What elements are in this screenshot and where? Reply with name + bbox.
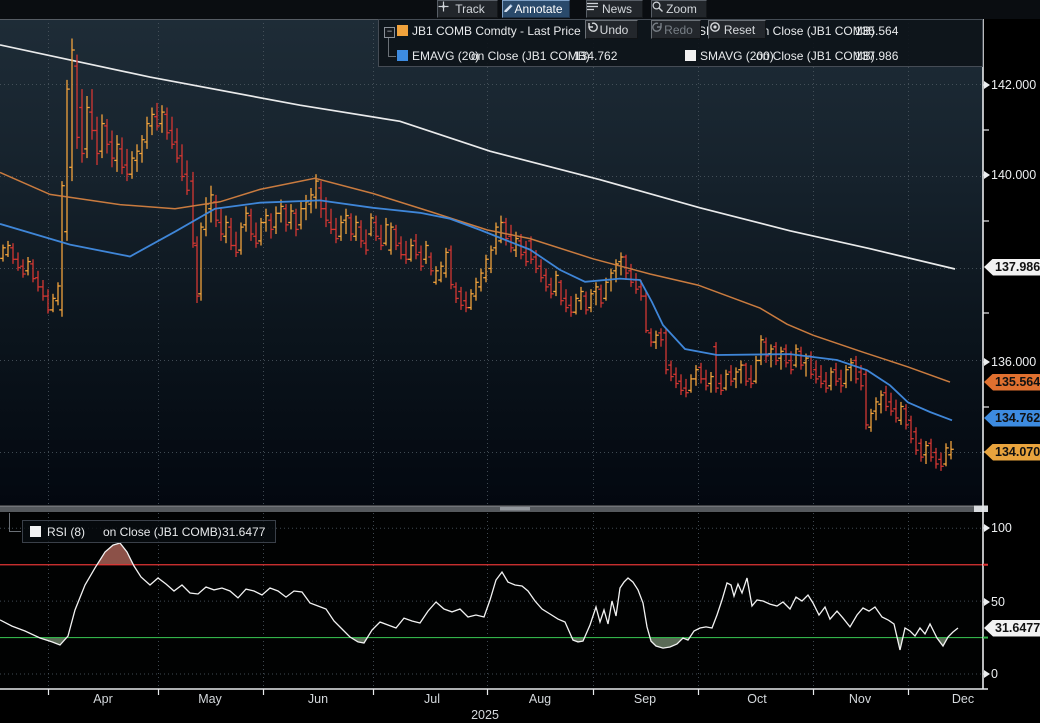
track-label: Track	[455, 2, 485, 16]
redo-label: Redo	[664, 22, 693, 37]
legend-sma50-onclose: on Close (JB1 COMB)	[756, 24, 875, 38]
rsi-legend-value: 31.6477	[222, 525, 266, 539]
legend-ema20-onclose: on Close (JB1 COMB)	[471, 49, 590, 63]
rsi-legend-box	[22, 520, 276, 543]
legend-sma50-value: 135.564	[855, 24, 899, 38]
news-button[interactable]: News	[586, 0, 643, 18]
legend-tree-stub	[388, 56, 396, 57]
annotate-label: Annotate	[514, 2, 563, 16]
last-price-swatch[interactable]	[397, 25, 408, 36]
zoom-label: Zoom	[666, 2, 697, 16]
track-button[interactable]: Track	[437, 0, 498, 18]
redo-button[interactable]: Redo	[651, 20, 701, 39]
sma200-swatch[interactable]	[685, 50, 696, 61]
news-label: News	[601, 2, 632, 16]
legend-security-name[interactable]: JB1 COMB Comdty - Last Price	[412, 24, 581, 38]
rsi-swatch[interactable]	[30, 526, 41, 537]
zoom-button[interactable]: Zoom	[651, 0, 707, 18]
legend-sma200-value: 137.986	[855, 49, 899, 63]
legend-sma200-label[interactable]: SMAVG (200)	[700, 49, 774, 63]
undo-button[interactable]: Undo	[585, 20, 638, 39]
legend-tree-line	[388, 38, 389, 56]
ema20-swatch[interactable]	[397, 50, 408, 61]
undo-label: Undo	[599, 22, 629, 37]
reset-button[interactable]: Reset	[708, 20, 766, 39]
rsi-legend-label[interactable]: RSI (8)	[47, 525, 86, 539]
rsi-tree-stub	[9, 531, 21, 532]
annotate-button[interactable]: Annotate	[502, 0, 570, 18]
rsi-tree-line	[9, 513, 10, 531]
rsi-legend-onclose: on Close (JB1 COMB)	[103, 525, 222, 539]
collapse-icon[interactable]: −	[384, 27, 395, 38]
reset-label: Reset	[723, 22, 756, 37]
legend-sma200-onclose: on Close (JB1 COMB)	[756, 49, 875, 63]
legend-ema20-value: 134.762	[574, 49, 618, 63]
legend-ema20-label[interactable]: EMAVG (20)	[412, 49, 480, 63]
